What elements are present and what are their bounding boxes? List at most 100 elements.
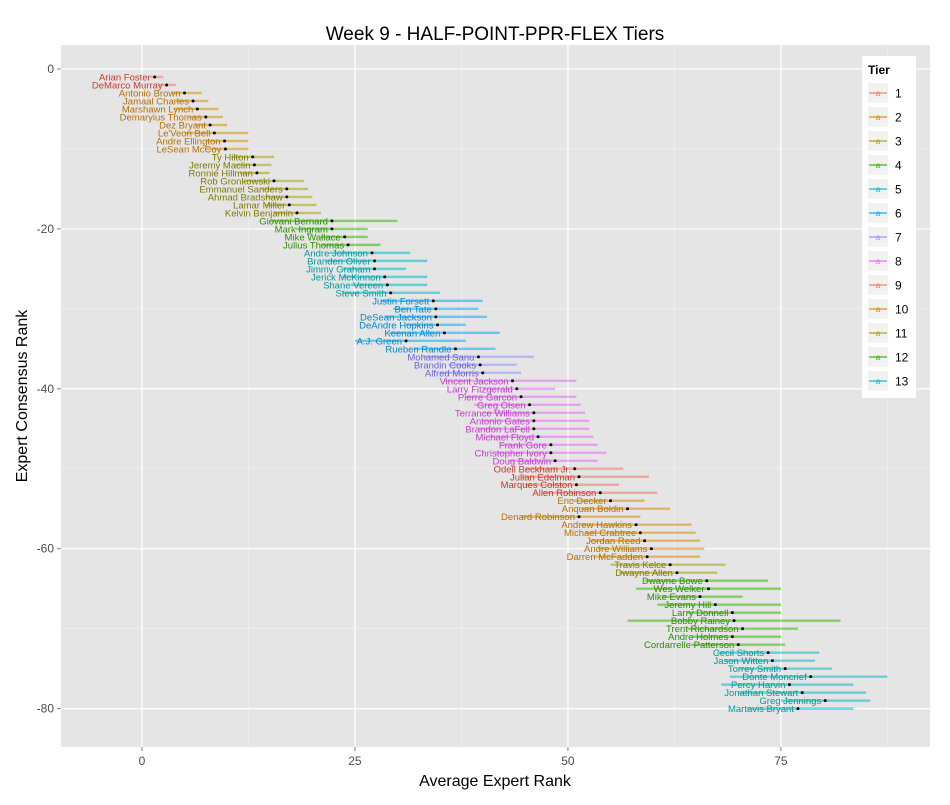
player-label: Rob Gronkowski [200, 176, 270, 187]
player-label: Steve Smith [335, 288, 386, 299]
player-label: Travis Kelce [614, 560, 666, 571]
player-label: Christopher Ivory [475, 448, 548, 459]
player-label: Mike Evans [647, 592, 696, 603]
player-label: Jordan Reed [586, 536, 640, 547]
data-point [770, 659, 774, 663]
player-label: Eric Decker [557, 496, 606, 507]
player-label: Terrance Williams [455, 408, 530, 419]
x-tick-label: 75 [774, 754, 788, 768]
player-label: Vincent Jackson [440, 376, 509, 387]
data-point [195, 107, 199, 111]
legend-key-glyph: a [876, 305, 881, 314]
legend-item-label: 9 [895, 279, 902, 293]
data-point [713, 603, 717, 607]
player-label: DeMarco Murray [92, 80, 163, 91]
data-point [800, 691, 804, 695]
legend-item-label: 13 [895, 375, 909, 389]
player-label: Lamar Miller [233, 200, 285, 211]
player-label: Michael Floyd [475, 432, 534, 443]
player-label: Torrey Smith [728, 664, 781, 675]
player-label: Martavis Bryant [728, 704, 794, 715]
player-label: Jamaal Charles [123, 96, 189, 107]
player-label: Andre Holmes [668, 632, 728, 643]
data-point [574, 483, 578, 487]
legend-key-glyph: a [876, 281, 881, 290]
player-label: Doug Baldwin [493, 456, 552, 467]
y-tick-label: 0 [47, 62, 54, 76]
data-point [598, 491, 602, 495]
data-point [431, 299, 435, 303]
legend-item-label: 6 [895, 207, 902, 221]
data-point [783, 667, 787, 671]
player-label: Le'Veon Bell [158, 128, 211, 139]
data-point [208, 123, 212, 127]
data-point [741, 627, 745, 631]
data-point [453, 347, 457, 351]
chart-title: Week 9 - HALF-POINT-PPR-FLEX Tiers [326, 24, 665, 45]
player-label: Greg Jennings [759, 696, 821, 707]
data-point [698, 595, 702, 599]
data-point [343, 235, 347, 239]
legend-item-label: 2 [895, 111, 902, 125]
player-label: Marshawn Lynch [122, 104, 193, 115]
player-label: Demaryius Thomas [120, 112, 202, 123]
data-point [573, 467, 577, 471]
player-label: Anquan Boldin [562, 504, 624, 515]
data-point [346, 243, 350, 247]
player-label: Cecil Shorts [713, 648, 764, 659]
data-point [434, 307, 438, 311]
legend-key-glyph: a [876, 257, 881, 266]
player-label: Jeremy Maclin [189, 160, 250, 171]
player-label: Julius Thomas [283, 240, 344, 251]
legend-item-label: 8 [895, 255, 902, 269]
player-label: Marques Colston [501, 480, 573, 491]
legend-key-glyph: a [876, 161, 881, 170]
y-tick-label: -60 [37, 542, 55, 556]
data-point [223, 147, 227, 151]
legend-item-label: 11 [895, 327, 908, 341]
data-point [796, 707, 800, 711]
data-point [823, 699, 827, 703]
data-point [183, 91, 187, 95]
data-point [481, 371, 485, 375]
player-label: Andre Johnson [304, 248, 368, 259]
data-point [675, 571, 679, 575]
legend-item-label: 4 [895, 159, 902, 173]
player-label: Keenan Allen [384, 328, 440, 339]
player-label: Larry Fitzgerald [447, 384, 513, 395]
player-label: Darren McFadden [567, 552, 644, 563]
player-label: Julian Edelman [510, 472, 575, 483]
x-axis-label: Average Expert Rank [419, 773, 572, 790]
data-point [809, 675, 813, 679]
data-point [434, 315, 438, 319]
data-point [383, 275, 387, 279]
data-point [645, 555, 649, 559]
legend-item-label: 12 [895, 351, 909, 365]
data-point [730, 611, 734, 615]
player-label: Dwayne Allen [615, 568, 673, 579]
player-label: Michael Crabtree [564, 528, 636, 539]
data-point [515, 387, 519, 391]
data-point [204, 115, 208, 119]
player-label: Cordarrelle Patterson [644, 640, 734, 651]
player-label: Ben Tate [395, 304, 432, 315]
data-point [519, 395, 523, 399]
player-label: Mike Wallace [285, 232, 341, 243]
legend-item-label: 5 [895, 183, 902, 197]
player-label: Greg Olsen [477, 400, 526, 411]
data-point [295, 211, 299, 215]
data-point [285, 187, 289, 191]
data-point [442, 331, 446, 335]
player-label: Mohamed Sanu [407, 352, 474, 363]
data-point [730, 635, 734, 639]
data-point [766, 651, 770, 655]
data-point [528, 403, 532, 407]
data-point [478, 363, 482, 367]
data-point [626, 507, 630, 511]
player-label: Antonio Brown [119, 88, 181, 99]
player-label: Kelvin Benjamin [225, 208, 293, 219]
legend-key-glyph: a [876, 209, 881, 218]
legend: Tier a 1 a 2 a 3 a 4 a 5 a 6 a 7 a 8 a 9 a 10 a 11 a 12 a 13 [862, 56, 916, 398]
player-label: LeSean McCoy [156, 144, 221, 155]
